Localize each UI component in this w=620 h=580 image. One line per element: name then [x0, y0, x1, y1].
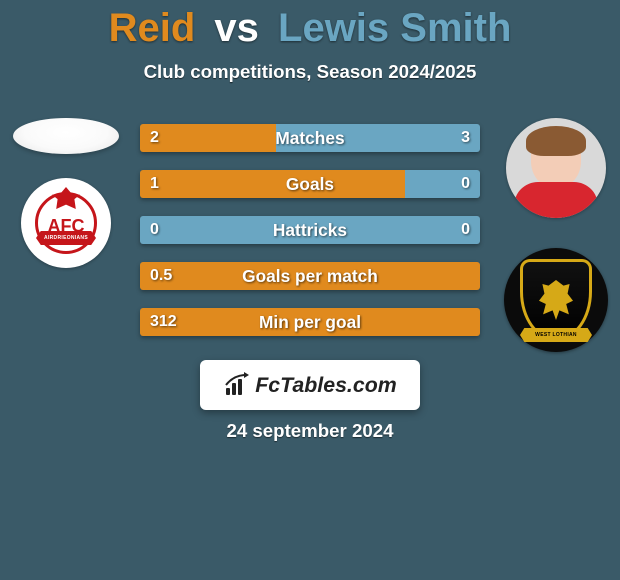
player-left-photo	[13, 118, 119, 154]
branding-card: FcTables.com	[200, 360, 420, 410]
stat-row: Hattricks0 0	[140, 216, 480, 244]
club-left-badge: AFC AIRDRIEONIANS	[21, 178, 111, 268]
rooster-icon	[52, 187, 80, 209]
stat-value-right: 0	[451, 170, 480, 198]
club-right-badge: WEST LOTHIAN	[504, 248, 608, 352]
subtitle: Club competitions, Season 2024/2025	[0, 61, 620, 83]
branding-text: FcTables.com	[255, 373, 396, 398]
left-player-column: AFC AIRDRIEONIANS	[8, 118, 124, 268]
comparison-infographic: Reid vs Lewis Smith Club competitions, S…	[0, 0, 620, 580]
title-vs: vs	[214, 6, 259, 50]
title-player-right: Lewis Smith	[278, 6, 511, 50]
club-left-ribbon: AIRDRIEONIANS	[36, 231, 96, 245]
infographic-date: 24 september 2024	[0, 420, 620, 442]
club-right-ribbon: WEST LOTHIAN	[520, 328, 592, 342]
stat-value-right: 0	[451, 216, 480, 244]
stat-label: Goals	[140, 170, 480, 198]
fctables-logo-icon	[223, 372, 249, 398]
stat-label: Goals per match	[140, 262, 480, 290]
club-right-ribbon-text: WEST LOTHIAN	[535, 332, 577, 338]
stat-value-right: 3	[451, 124, 480, 152]
stat-label: Matches	[140, 124, 480, 152]
stat-row: Matches2 3	[140, 124, 480, 152]
stat-value-left: 2	[140, 124, 169, 152]
stat-bars: Matches23Goals10Hattricks00Goals per mat…	[140, 124, 480, 336]
stat-label: Min per goal	[140, 308, 480, 336]
stat-value-left: 0	[140, 216, 169, 244]
right-player-column: WEST LOTHIAN	[498, 118, 614, 352]
stat-label: Hattricks	[140, 216, 480, 244]
stat-value-left: 0.5	[140, 262, 182, 290]
lion-icon	[539, 280, 573, 320]
stat-value-left: 312	[140, 308, 187, 336]
stat-row: Goals1 0	[140, 170, 480, 198]
stat-row: Goals per match0.5	[140, 262, 480, 290]
stat-value-left: 1	[140, 170, 169, 198]
title-player-left: Reid	[109, 6, 196, 50]
page-title: Reid vs Lewis Smith	[0, 0, 620, 51]
club-left-ribbon-text: AIRDRIEONIANS	[44, 235, 88, 241]
stat-row: Min per goal312	[140, 308, 480, 336]
player-right-photo	[506, 118, 606, 218]
